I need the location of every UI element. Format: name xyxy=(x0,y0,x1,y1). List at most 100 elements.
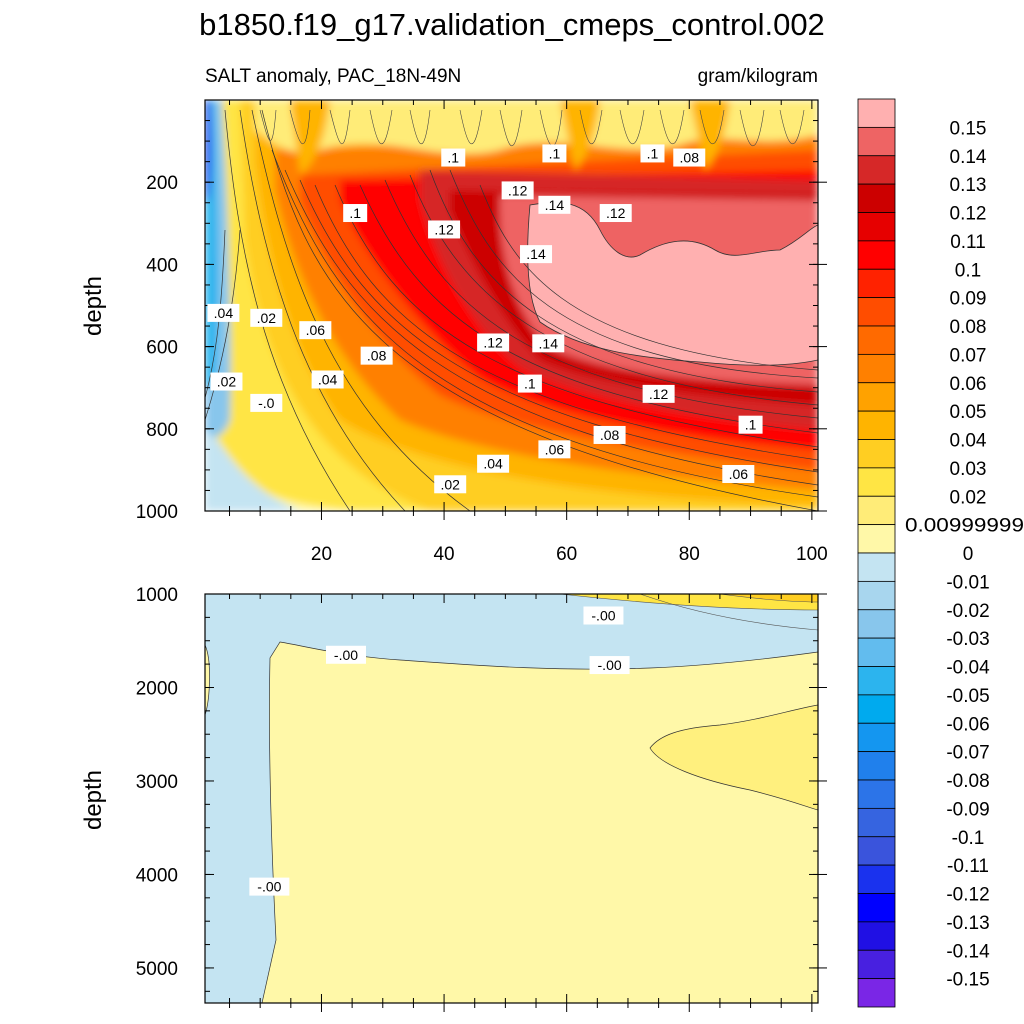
colorbar-swatch xyxy=(857,949,896,980)
x-tick-label: 100 xyxy=(796,544,828,565)
colorbar-swatch xyxy=(857,722,896,753)
colorbar-swatch xyxy=(857,183,896,213)
colorbar-swatch xyxy=(857,552,896,582)
upper-y-tick-labels: 200 400 600 800 1000 xyxy=(136,173,178,523)
svg-text:.14: .14 xyxy=(539,335,559,351)
colorbar-label: 0.03 xyxy=(950,459,987,480)
contour-label: .14 xyxy=(532,334,565,353)
colorbar-swatch xyxy=(857,666,896,696)
colorbar-label: 0.02 xyxy=(950,487,987,508)
contour-label: .08 xyxy=(360,346,393,365)
colorbar-label: 0 xyxy=(963,544,974,565)
colorbar-label: 0.05 xyxy=(950,402,987,423)
svg-text:.06: .06 xyxy=(306,322,326,338)
colorbar-label: -0.02 xyxy=(946,601,989,622)
contour-label: .06 xyxy=(538,440,571,459)
x-tick-label: 20 xyxy=(311,544,332,565)
colorbar-swatch xyxy=(857,268,896,299)
contour-label: -.0 xyxy=(250,393,283,412)
contour-label: .12 xyxy=(477,333,510,352)
svg-text:.14: .14 xyxy=(545,197,565,213)
colorbar-label: -0.07 xyxy=(946,743,989,764)
upper-panel: 200 400 600 800 1000 20 40 60 80 100 .1 .1 .12 .12.… xyxy=(80,99,828,565)
colorbar-swatch xyxy=(857,240,896,270)
contour-label: .14 xyxy=(538,195,571,214)
colorbar-label: -0.06 xyxy=(946,714,989,735)
colorbar-swatch xyxy=(857,353,896,384)
colorbar-label: -0.01 xyxy=(946,572,989,593)
contour-label: .12 xyxy=(599,204,632,223)
y-tick-label: 1000 xyxy=(136,502,178,523)
contour-label: .06 xyxy=(299,321,332,340)
svg-text:.06: .06 xyxy=(729,466,749,482)
contour-label: .02 xyxy=(210,372,243,391)
contour-label: .12 xyxy=(428,220,461,239)
svg-text:.12: .12 xyxy=(434,221,454,237)
svg-text:.12: .12 xyxy=(606,205,626,221)
contour-label: .04 xyxy=(311,370,344,389)
lower-y-axis-label: depth xyxy=(80,770,107,830)
contour-label: .1 xyxy=(542,144,567,163)
svg-text:.1: .1 xyxy=(524,376,536,392)
colorbar-label: 0.08 xyxy=(950,317,987,338)
y-tick-label: 800 xyxy=(146,420,178,441)
lower-plot-frame xyxy=(204,593,819,1004)
svg-text:.1: .1 xyxy=(349,205,361,221)
svg-text:-.00: -.00 xyxy=(334,647,358,663)
svg-text:.1: .1 xyxy=(745,417,757,433)
colorbar-label: 0.04 xyxy=(950,431,987,452)
svg-text:.08: .08 xyxy=(600,427,620,443)
colorbar-swatch xyxy=(857,325,896,355)
colorbar-swatch xyxy=(857,467,896,497)
y-tick-label: 1000 xyxy=(136,585,178,606)
upper-x-tick-labels: 20 40 60 80 100 xyxy=(311,544,828,565)
colorbar-label: -0.08 xyxy=(946,771,989,792)
colorbar-label: 0.12 xyxy=(950,204,987,225)
colorbar-label: 0.11 xyxy=(950,232,986,253)
svg-text:.14: .14 xyxy=(526,246,546,262)
colorbar-label: 0.09 xyxy=(950,289,987,310)
colorbar-swatch xyxy=(857,495,896,526)
contour-label: .04 xyxy=(477,454,510,473)
colorbar xyxy=(857,98,896,1008)
colorbar-label: -0.12 xyxy=(946,885,989,906)
contour-label: -.00 xyxy=(583,606,624,625)
colorbar-swatch xyxy=(857,439,896,469)
colorbar-swatch xyxy=(857,212,896,242)
colorbar-swatch xyxy=(857,751,896,781)
colorbar-swatch xyxy=(857,98,896,128)
lower-ticks xyxy=(205,593,827,1012)
colorbar-swatch xyxy=(857,297,896,327)
y-tick-label: 3000 xyxy=(136,772,178,793)
colorbar-swatch xyxy=(857,694,896,724)
svg-text:.02: .02 xyxy=(257,310,277,326)
y-tick-label: 2000 xyxy=(136,678,178,699)
svg-text:-.00: -.00 xyxy=(598,657,622,673)
colorbar-label: -0.14 xyxy=(946,941,990,962)
contour-label: .1 xyxy=(738,415,763,434)
colorbar-label: -0.11 xyxy=(947,856,989,877)
colorbar-swatch xyxy=(857,864,896,894)
contour-label: .08 xyxy=(593,425,626,444)
contour-label: -.00 xyxy=(325,645,366,664)
colorbar-label: -0.04 xyxy=(946,658,990,679)
colorbar-swatch xyxy=(857,921,896,951)
colorbar-swatch xyxy=(857,609,896,639)
svg-text:.1: .1 xyxy=(447,150,459,166)
contour-label: -.00 xyxy=(589,656,630,675)
svg-text:.08: .08 xyxy=(680,150,700,166)
colorbar-label: 0.14 xyxy=(950,147,987,168)
contour-label: .02 xyxy=(250,308,283,327)
colorbar-label: -0.09 xyxy=(946,799,989,820)
lower-positive-blob xyxy=(649,704,818,811)
svg-text:.12: .12 xyxy=(483,334,503,350)
colorbar-swatch xyxy=(857,637,896,667)
colorbar-label: 0.07 xyxy=(950,345,987,366)
x-tick-label: 80 xyxy=(679,544,700,565)
chart-subtitle-right: gram/kilogram xyxy=(698,66,818,87)
svg-text:.04: .04 xyxy=(483,456,503,472)
colorbar-swatch xyxy=(857,807,896,838)
lower-panel: 1000 2000 3000 4000 5000 -.00 -.00 -.00 -.00 de… xyxy=(80,585,827,1012)
colorbar-swatch xyxy=(857,155,896,185)
